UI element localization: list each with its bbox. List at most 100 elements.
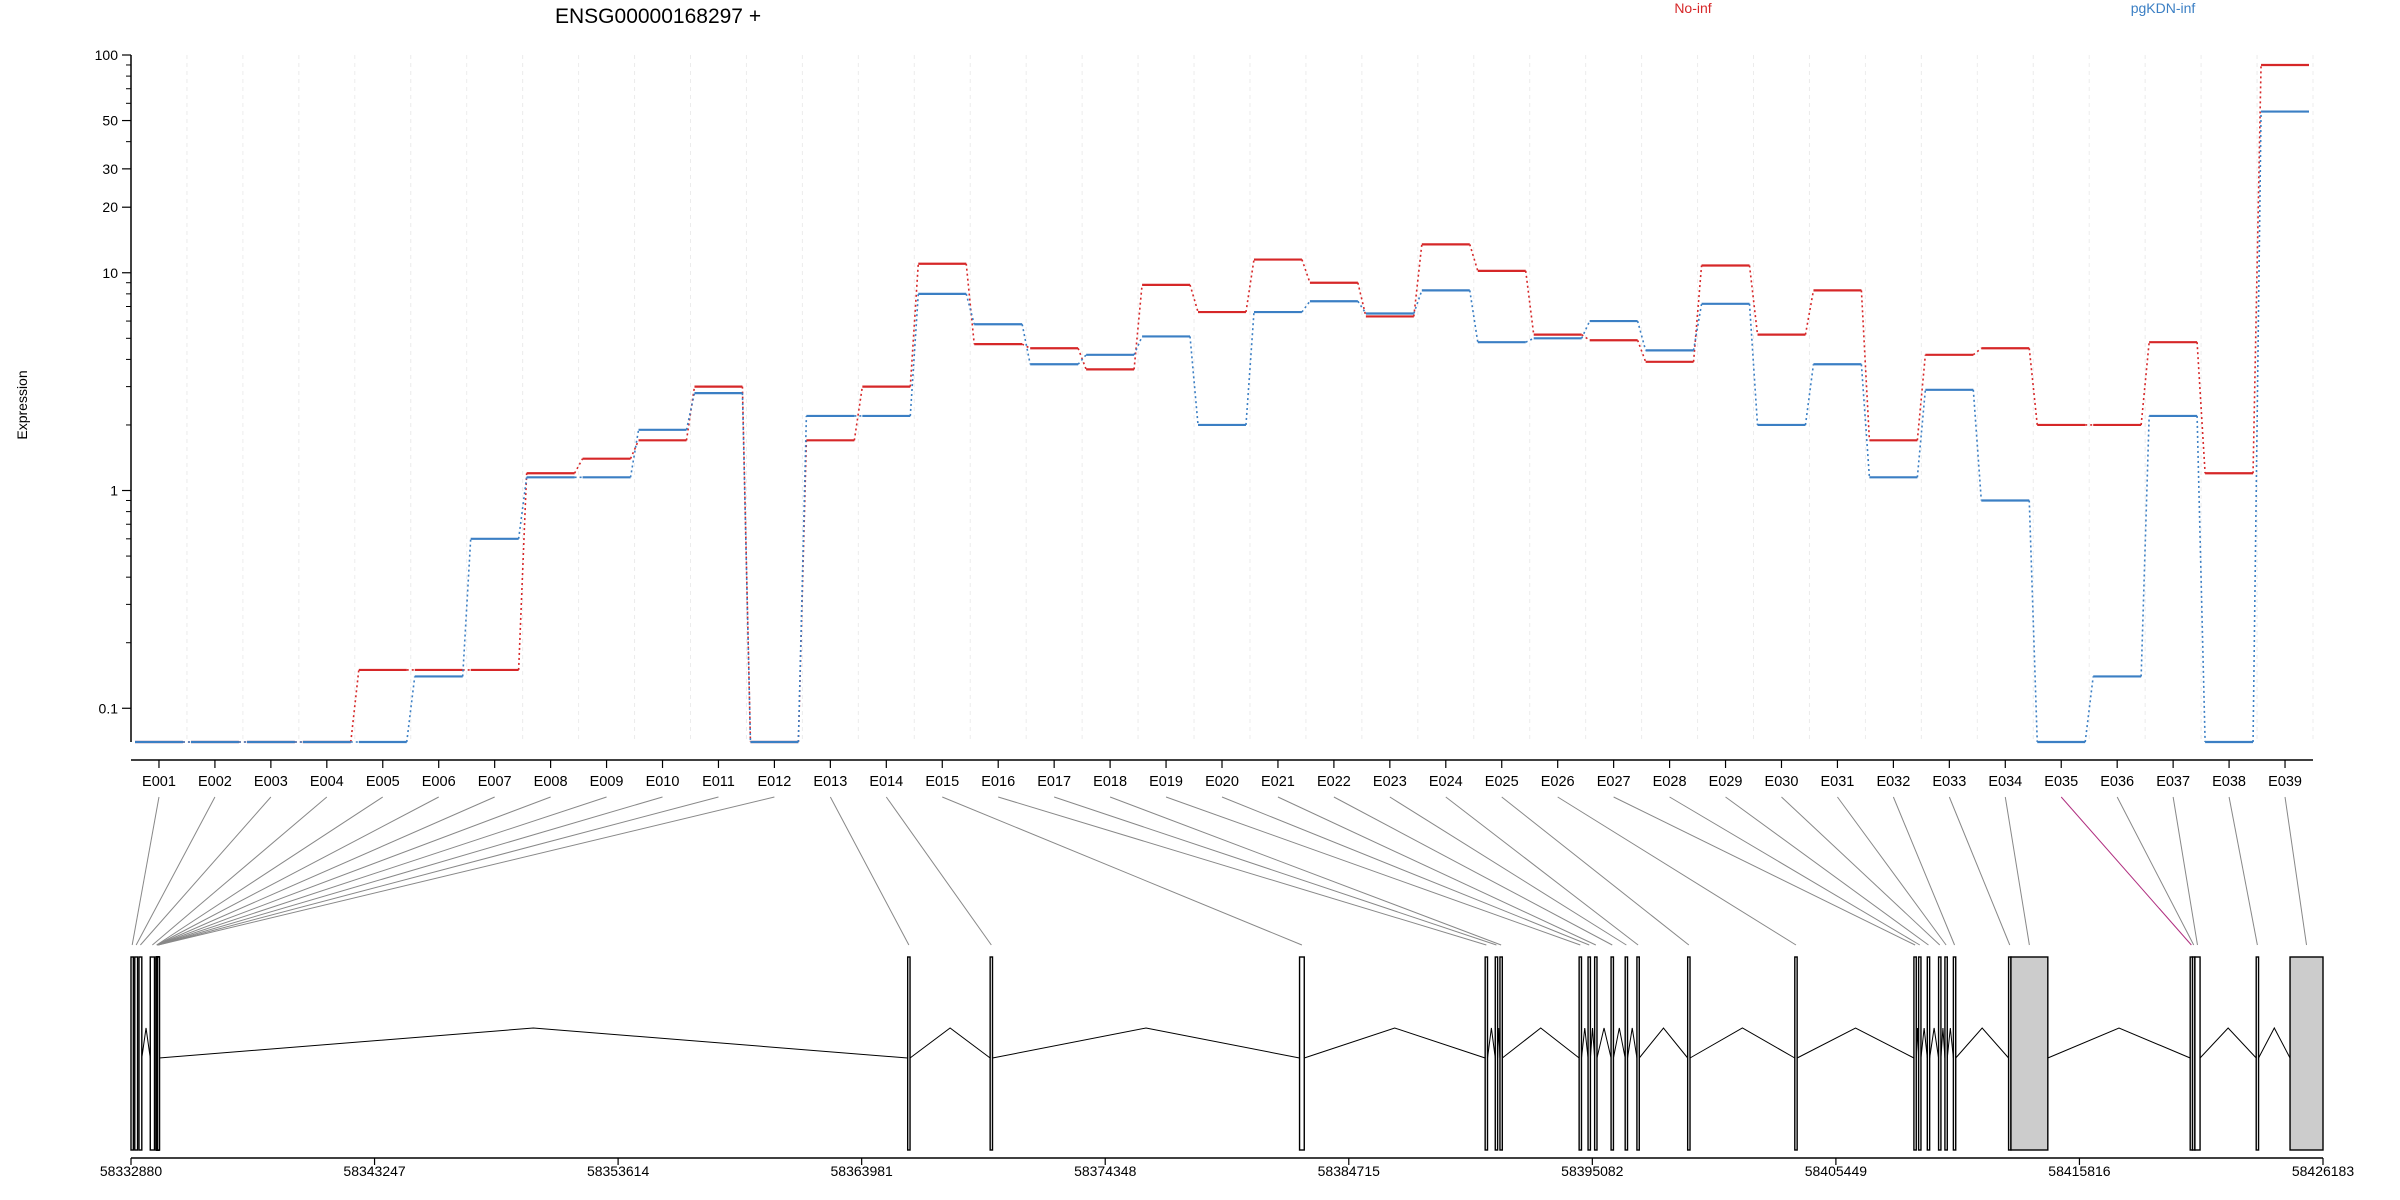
exon-connector xyxy=(1389,796,1627,946)
exon-connector xyxy=(2172,796,2198,946)
series-line xyxy=(1133,284,1143,370)
intron-line xyxy=(909,1027,991,1059)
series-line xyxy=(2140,415,2150,677)
series-line xyxy=(1804,364,1815,426)
exon-connector xyxy=(942,796,1303,946)
exon-box xyxy=(1610,956,1615,1151)
exon-box xyxy=(1917,956,1922,1151)
x-tick-label: E017 xyxy=(1037,774,1071,790)
x-tick-label: E027 xyxy=(1597,774,1631,790)
series-line xyxy=(629,440,640,460)
series-line xyxy=(2252,111,2262,743)
coord-tick-label: 58405449 xyxy=(1805,1163,1868,1179)
x-tick-label: E021 xyxy=(1261,774,1295,790)
intron-line xyxy=(1596,1027,1612,1059)
exon-box xyxy=(1593,956,1598,1151)
x-tick-label: E026 xyxy=(1541,774,1575,790)
series-line xyxy=(1133,336,1143,356)
exon-connector xyxy=(156,796,495,946)
y-axis-label: Expression xyxy=(14,370,30,439)
exon-connectors xyxy=(131,796,2308,946)
x-tick-label: E033 xyxy=(1932,774,1966,790)
series-line xyxy=(1748,303,1759,426)
coord-tick-label: 58363981 xyxy=(831,1163,894,1179)
exon-box xyxy=(1952,956,1957,1151)
series-line xyxy=(517,477,528,539)
series-line xyxy=(685,392,696,430)
coord-tick-label: 58343247 xyxy=(343,1163,406,1179)
series-line xyxy=(1972,347,1982,356)
x-tick-label: E012 xyxy=(757,774,791,790)
x-tick-label: E028 xyxy=(1653,774,1687,790)
x-tick-label: E036 xyxy=(2100,774,2134,790)
exon-connector xyxy=(1501,796,1690,946)
y-tick-label: 20 xyxy=(102,199,118,215)
series-line xyxy=(2196,415,2206,743)
genomic-coordinate-ticks: 58332880 58343247 58353614 58363981 58374348… xyxy=(100,1158,2354,1179)
x-ticks: E001 E002 E003 E004 E005 E006 E007 E008 E009 E010… xyxy=(142,760,2302,790)
x-tick-label: E024 xyxy=(1429,774,1463,790)
series-line xyxy=(1189,336,1199,426)
x-tick-label: E023 xyxy=(1373,774,1407,790)
series-line xyxy=(853,386,864,441)
exon-box xyxy=(1944,956,1948,1151)
exon-connector xyxy=(152,796,328,946)
series-line xyxy=(1413,244,1423,317)
series-line xyxy=(1245,311,1255,426)
series-line xyxy=(1972,389,1983,501)
coord-tick-label: 58353614 xyxy=(587,1163,650,1179)
x-tick-label: E007 xyxy=(478,774,512,790)
intron-line xyxy=(1501,1027,1580,1059)
series-line xyxy=(2084,676,2094,743)
exon-connector xyxy=(1892,796,1956,946)
x-tick-label: E006 xyxy=(422,774,456,790)
x-tick-label: E020 xyxy=(1205,774,1239,790)
chart-title: ENSG00000168297 + xyxy=(555,5,761,28)
exon-box xyxy=(1624,956,1629,1151)
exon-box xyxy=(1499,956,1504,1151)
coord-tick-label: 58415816 xyxy=(2048,1163,2111,1179)
coord-tick-label: 58332880 xyxy=(100,1163,163,1179)
exon-box xyxy=(1794,956,1798,1151)
x-tick-label: E029 xyxy=(1709,774,1743,790)
x-tick-label: E031 xyxy=(1820,774,1854,790)
series-line xyxy=(1245,259,1255,313)
exon-connector xyxy=(1557,796,1797,946)
exon-box xyxy=(2010,956,2049,1151)
intron-line xyxy=(1920,1027,1928,1059)
series-line xyxy=(629,429,640,478)
intron-line xyxy=(1796,1027,1915,1059)
intron-line xyxy=(2258,1026,2291,1059)
intron-line xyxy=(1929,1027,1940,1059)
series-line xyxy=(2140,342,2150,426)
y-tick-label: 50 xyxy=(102,113,118,129)
series-line xyxy=(1860,290,1871,441)
y-tick-label: 100 xyxy=(95,47,119,63)
series-line xyxy=(1748,265,1759,335)
x-tick-label: E015 xyxy=(925,774,959,790)
y-tick-label: 1 xyxy=(110,483,118,499)
exon-connector xyxy=(1333,796,1613,946)
x-tick-label: E025 xyxy=(1485,774,1519,790)
series-line xyxy=(1301,300,1311,313)
series-line xyxy=(741,393,752,743)
exon-connector xyxy=(1277,796,1597,946)
exon-box xyxy=(138,956,143,1151)
intron-line xyxy=(1946,1027,1954,1059)
intron-line xyxy=(158,1027,908,1059)
x-tick-label: E030 xyxy=(1765,774,1799,790)
intron-line xyxy=(1638,1027,1689,1059)
exon-connector xyxy=(157,796,719,946)
exon-box xyxy=(1636,956,1640,1151)
exon-box xyxy=(906,956,911,1151)
series-line xyxy=(1636,320,1647,351)
x-tick-label: E013 xyxy=(813,774,847,790)
series-line xyxy=(1580,320,1591,339)
series-line xyxy=(405,676,416,743)
exon-connector xyxy=(1725,796,1929,946)
exon-connector xyxy=(2060,796,2192,946)
gene-model xyxy=(130,956,2324,1159)
series-line xyxy=(909,263,920,387)
intron-line xyxy=(1304,1027,1486,1059)
series-line xyxy=(1525,337,1535,343)
